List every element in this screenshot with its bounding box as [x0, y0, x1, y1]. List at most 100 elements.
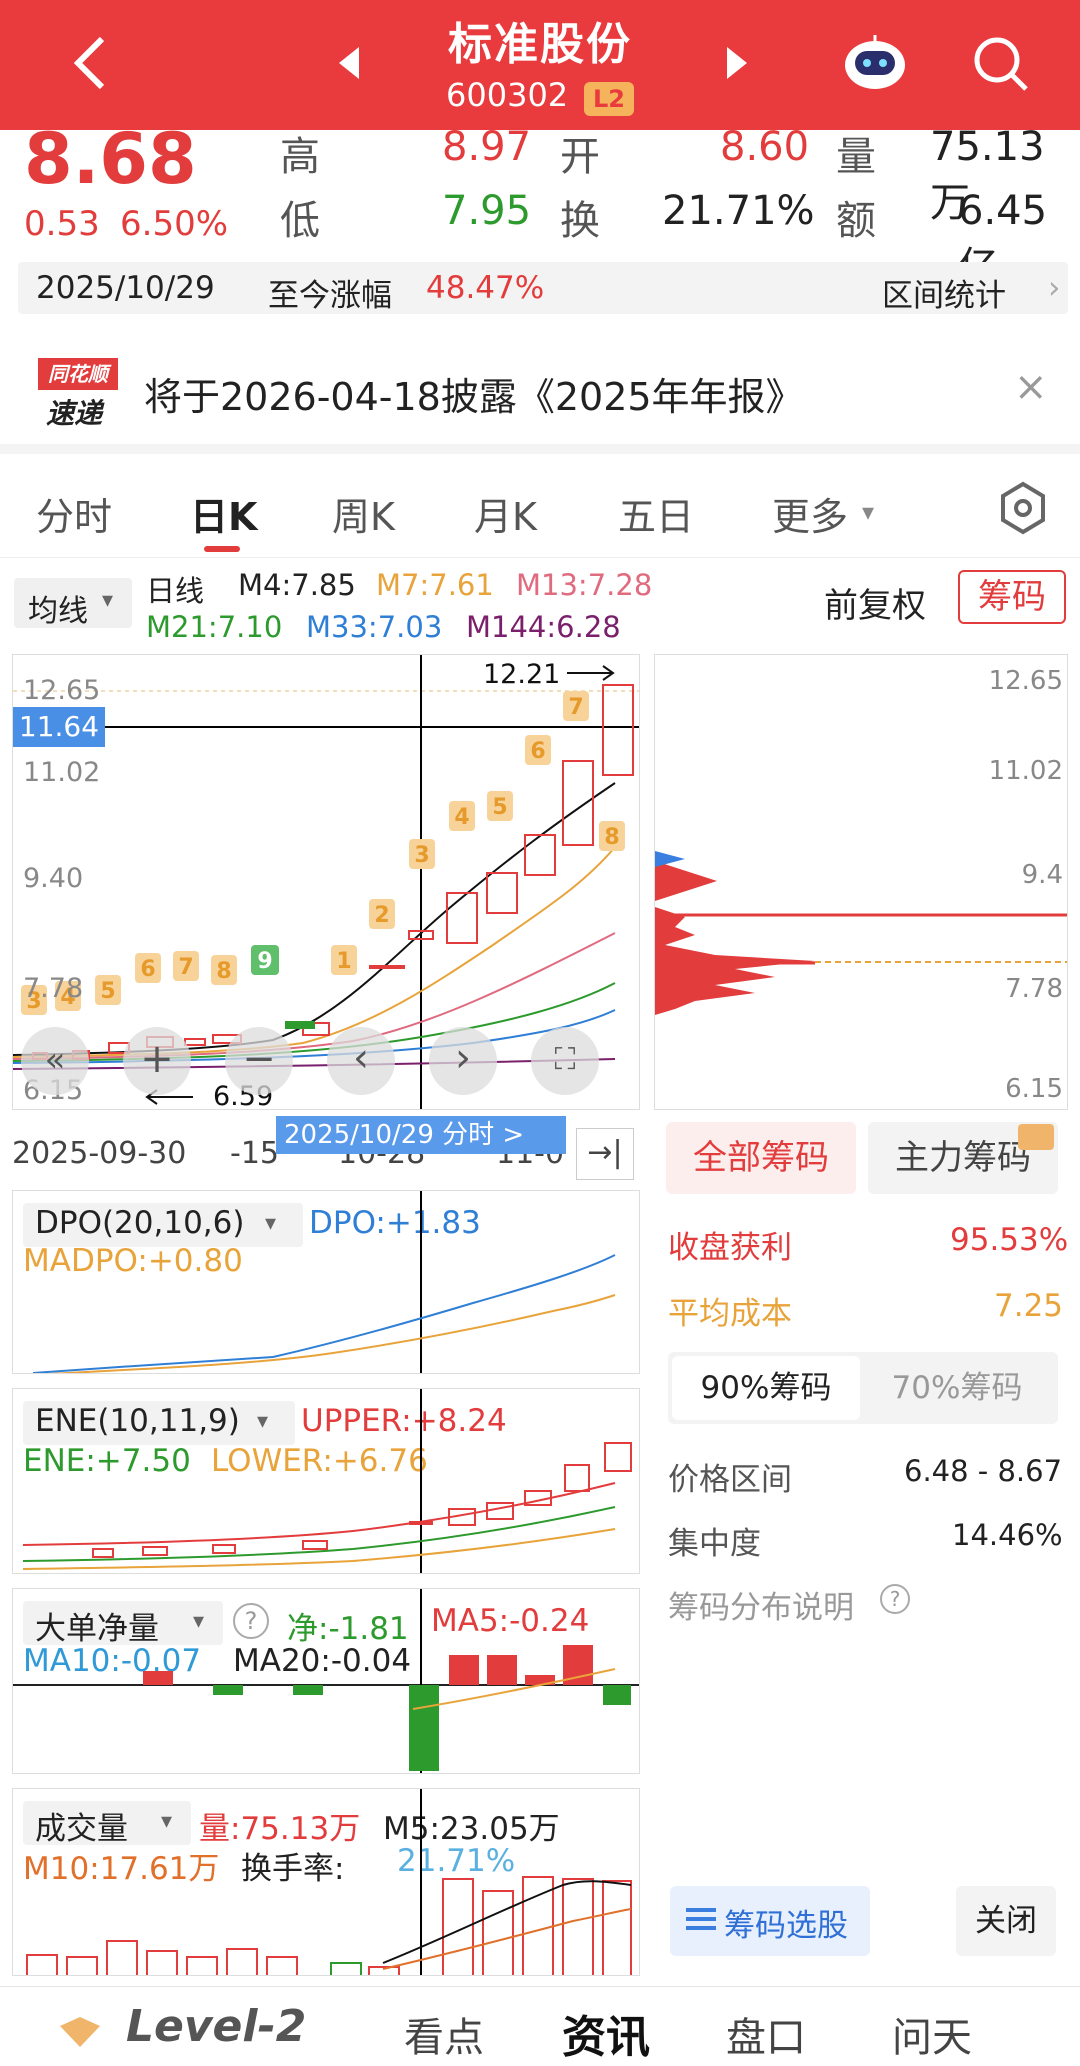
- ma-m21: M21:7.10: [146, 610, 283, 644]
- kline-chart[interactable]: 3 4 5 6 7 8 1 2 3 4 5 6 7 8 9 12.65 11.0…: [12, 654, 640, 1110]
- candle: [408, 930, 434, 940]
- nav-pankou[interactable]: 盘口: [726, 2015, 806, 2061]
- profit-ratio-value: 95.53%: [950, 1222, 1069, 1258]
- concentration-label: 集中度: [668, 1526, 761, 1562]
- range-gain-value: 48.47%: [426, 270, 545, 306]
- range-gain-label: 至今涨幅: [268, 278, 392, 314]
- back-icon[interactable]: [60, 26, 120, 100]
- close-chip-button[interactable]: 关闭: [956, 1886, 1056, 1956]
- ene-mid-line: [22, 1506, 616, 1562]
- active-tab-indicator: [204, 546, 240, 552]
- ene-indicator-panel[interactable]: ENE(10,11,9) ▾ UPPER:+8.24 ENE:+7.50 LOW…: [12, 1388, 640, 1574]
- dropdown-arrow-icon: ▾: [102, 588, 114, 613]
- level2-badge: L2: [584, 82, 634, 116]
- rewind-icon[interactable]: «: [21, 1027, 89, 1095]
- tab-90-chips[interactable]: 90%筹码: [672, 1356, 860, 1420]
- nav-wentian[interactable]: 问天: [892, 2015, 972, 2061]
- zoom-in-icon[interactable]: +: [123, 1027, 191, 1095]
- close-icon[interactable]: ×: [1014, 364, 1048, 410]
- nav-kandian[interactable]: 看点: [404, 2015, 484, 2061]
- concentration-value: 14.46%: [952, 1518, 1063, 1552]
- ene-upper: UPPER:+8.24: [301, 1403, 507, 1439]
- volume-select[interactable]: [23, 1801, 191, 1845]
- zoom-out-icon[interactable]: −: [225, 1027, 293, 1095]
- cursor-date-fenshi-link[interactable]: 2025/10/29 分时 >: [276, 1116, 566, 1154]
- price-range-label: 价格区间: [668, 1462, 792, 1498]
- chip-explain-link[interactable]: 筹码分布说明: [668, 1590, 854, 1626]
- dpo-indicator-panel[interactable]: DPO(20,10,6) ▾ DPO:+1.83 MADPO:+0.80: [12, 1190, 640, 1374]
- marker-text: 3: [26, 989, 41, 1014]
- candle: [446, 892, 478, 944]
- candle: [524, 834, 556, 876]
- turnover-value: 21.71%: [662, 188, 815, 234]
- fuquan-button[interactable]: 前复权: [824, 586, 926, 626]
- price-tick: 7.78: [23, 973, 83, 1004]
- turnover-rate-value: 21.71%: [397, 1843, 516, 1879]
- tab-fenshi[interactable]: 分时: [36, 495, 113, 539]
- profit-ratio-label: 收盘获利: [668, 1230, 792, 1266]
- big-order-ma20: MA20:-0.04: [233, 1643, 412, 1679]
- dpo-select[interactable]: [23, 1203, 303, 1247]
- chip-toggle-button[interactable]: 筹码: [958, 570, 1066, 624]
- search-icon[interactable]: [968, 26, 1032, 100]
- volume-name: 成交量: [35, 1811, 128, 1847]
- next-stock-icon[interactable]: [716, 26, 756, 100]
- marker: [331, 945, 357, 975]
- stock-name: 标准股份: [448, 19, 632, 70]
- chevron-right-icon[interactable]: ›: [429, 1027, 497, 1095]
- ma-m144: M144:6.28: [466, 610, 621, 644]
- ma-type: 日线: [146, 574, 205, 608]
- marker-green: [251, 945, 279, 975]
- tab-daily-k[interactable]: 日K: [190, 495, 258, 539]
- chevron-left-icon[interactable]: ‹: [327, 1027, 395, 1095]
- big-order-name: 大单净量: [35, 1611, 159, 1647]
- turnover-label: 换: [560, 198, 600, 244]
- jump-latest-icon[interactable]: →|: [576, 1128, 634, 1180]
- marker-text: 6: [530, 739, 545, 764]
- tab-all-chips[interactable]: 全部筹码: [666, 1122, 856, 1194]
- marker: [135, 953, 161, 983]
- chip-select-stock-button[interactable]: 筹码选股: [670, 1886, 870, 1956]
- tab-weekly-k[interactable]: 周K: [332, 495, 395, 539]
- tab-70-chips[interactable]: 70%筹码: [891, 1370, 1023, 1406]
- ma-select[interactable]: 均线 ▾: [14, 578, 132, 629]
- settings-hex-icon[interactable]: [998, 480, 1048, 540]
- ene-select[interactable]: [23, 1401, 295, 1445]
- ma-select-label: 均线: [28, 594, 88, 629]
- app-header: 标准股份 600302 L2: [0, 0, 1080, 130]
- chevron-right-icon: ›: [1048, 270, 1061, 306]
- help-icon[interactable]: ?: [880, 1584, 910, 1614]
- date-start: 2025-09-30: [12, 1136, 187, 1171]
- help-icon[interactable]: ?: [233, 1603, 269, 1639]
- robot-assistant-icon[interactable]: [840, 26, 910, 100]
- notice-banner[interactable]: 同花顺 速递 将于2026-04-18披露《2025年年报》 ×: [0, 334, 1080, 454]
- marker-text: 8: [216, 959, 231, 984]
- chart-nav-controls: « + − ‹ › ⛶: [21, 1027, 621, 1095]
- volume-panel[interactable]: 成交量 ▾ 量:75.13万 M5:23.05万 M10:17.61万 换手率:…: [12, 1788, 640, 1976]
- price-tick: 9.40: [23, 863, 83, 894]
- prev-stock-icon[interactable]: [330, 26, 370, 100]
- nav-level2[interactable]: Level-2: [126, 2001, 307, 2052]
- tab-five-day[interactable]: 五日: [618, 495, 695, 539]
- open-label: 开: [560, 134, 600, 180]
- range-stats-bar[interactable]: 2025/10/29 至今涨幅 48.47% 区间统计 ›: [18, 262, 1068, 314]
- avg-cost-value: 7.25: [994, 1288, 1064, 1324]
- volume-m10: M10:17.61万: [23, 1851, 220, 1887]
- marker: [525, 735, 551, 765]
- madpo-line: [50, 1294, 616, 1373]
- big-order-select[interactable]: [23, 1601, 223, 1645]
- chip-tick: 6.15: [1005, 1074, 1063, 1104]
- marker: [563, 691, 589, 721]
- chip-tick: 12.65: [989, 666, 1063, 696]
- big-order-net: 净:-1.81: [287, 1611, 409, 1647]
- dropdown-arrow-icon: ▾: [257, 1409, 269, 1434]
- tab-monthly-k[interactable]: 月K: [474, 495, 537, 539]
- fullscreen-icon[interactable]: ⛶: [531, 1027, 599, 1095]
- ma-m13: M13:7.28: [516, 568, 653, 602]
- range-stats-link[interactable]: 区间统计: [882, 278, 1006, 314]
- marker-text: 9: [257, 949, 272, 974]
- tab-more[interactable]: 更多: [772, 495, 849, 539]
- chip-distribution-chart: 12.65 11.02 9.4 7.78 6.15: [654, 654, 1068, 1110]
- nav-news[interactable]: 资讯: [562, 2012, 650, 2063]
- big-order-net-panel[interactable]: 大单净量 ▾ ? 净:-1.81 MA5:-0.24 MA10:-0.07 MA…: [12, 1588, 640, 1774]
